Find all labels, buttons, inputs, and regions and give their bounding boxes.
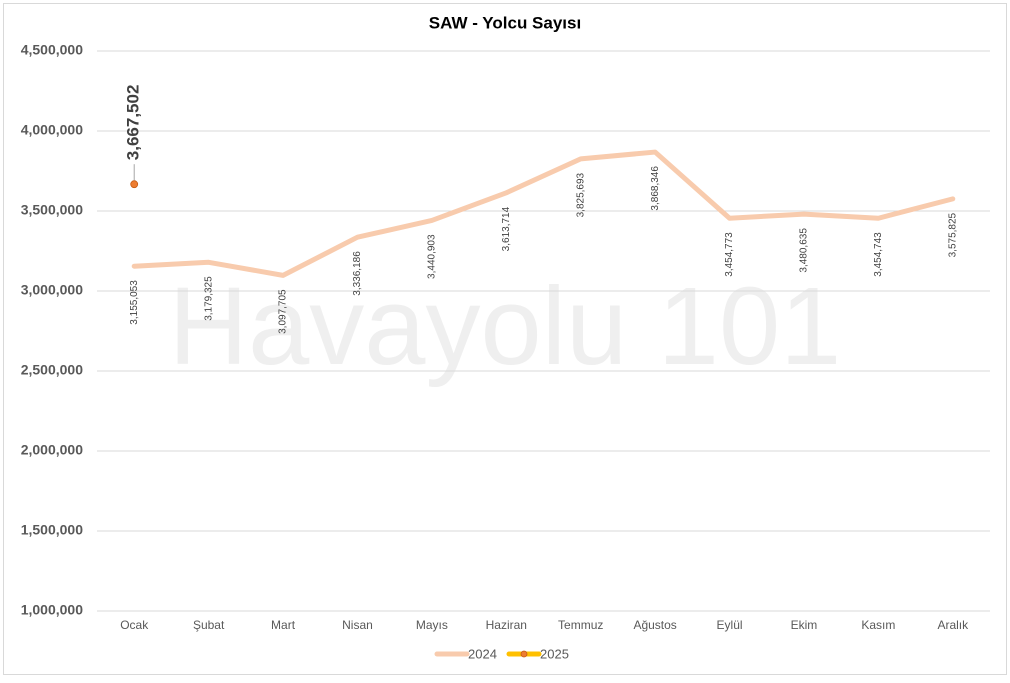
data-label: 3,440,903 xyxy=(427,234,438,279)
y-tick-label: 4,500,000 xyxy=(21,42,83,58)
marker xyxy=(130,180,139,189)
chart-border xyxy=(3,3,1007,675)
x-tick-label: Nisan xyxy=(342,618,373,632)
y-tick-label: 4,000,000 xyxy=(21,122,83,138)
y-tick-label: 2,000,000 xyxy=(21,442,83,458)
x-tick-label: Haziran xyxy=(486,618,527,632)
data-label: 3,097,705 xyxy=(278,289,289,334)
x-tick-label: Eylül xyxy=(717,618,743,632)
watermark: Havayolu 101 xyxy=(169,265,842,388)
x-tick-label: Mayıs xyxy=(416,618,448,632)
legend-label: 2024 xyxy=(468,646,497,661)
x-tick-label: Temmuz xyxy=(558,618,603,632)
data-label: 3,454,743 xyxy=(873,232,884,277)
legend-marker xyxy=(520,650,528,658)
x-tick-label: Ekim xyxy=(791,618,818,632)
data-label: 3,454,773 xyxy=(724,232,735,277)
data-label: 3,575,825 xyxy=(947,212,958,257)
x-tick-label: Ocak xyxy=(120,618,149,632)
data-label: 3,667,502 xyxy=(124,85,143,161)
x-tick-label: Aralık xyxy=(937,618,969,632)
data-label: 3,336,186 xyxy=(352,251,363,296)
data-label: 3,179,325 xyxy=(203,276,214,321)
data-label: 3,480,635 xyxy=(799,228,810,273)
x-tick-label: Mart xyxy=(271,618,296,632)
legend-label: 2025 xyxy=(540,646,569,661)
series-line xyxy=(131,149,956,278)
data-label: 3,613,714 xyxy=(501,206,512,251)
x-tick-label: Ağustos xyxy=(633,618,676,632)
data-label: 3,825,693 xyxy=(575,172,586,217)
y-tick-label: 1,000,000 xyxy=(21,602,83,618)
data-label: 3,868,346 xyxy=(650,166,661,211)
x-tick-label: Şubat xyxy=(193,618,225,632)
chart-title: SAW - Yolcu Sayısı xyxy=(429,13,581,32)
y-tick-label: 3,500,000 xyxy=(21,202,83,218)
y-tick-label: 1,500,000 xyxy=(21,522,83,538)
data-label: 3,155,053 xyxy=(129,280,140,325)
y-tick-label: 2,500,000 xyxy=(21,362,83,378)
x-tick-label: Kasım xyxy=(861,618,895,632)
y-tick-label: 3,000,000 xyxy=(21,282,83,298)
